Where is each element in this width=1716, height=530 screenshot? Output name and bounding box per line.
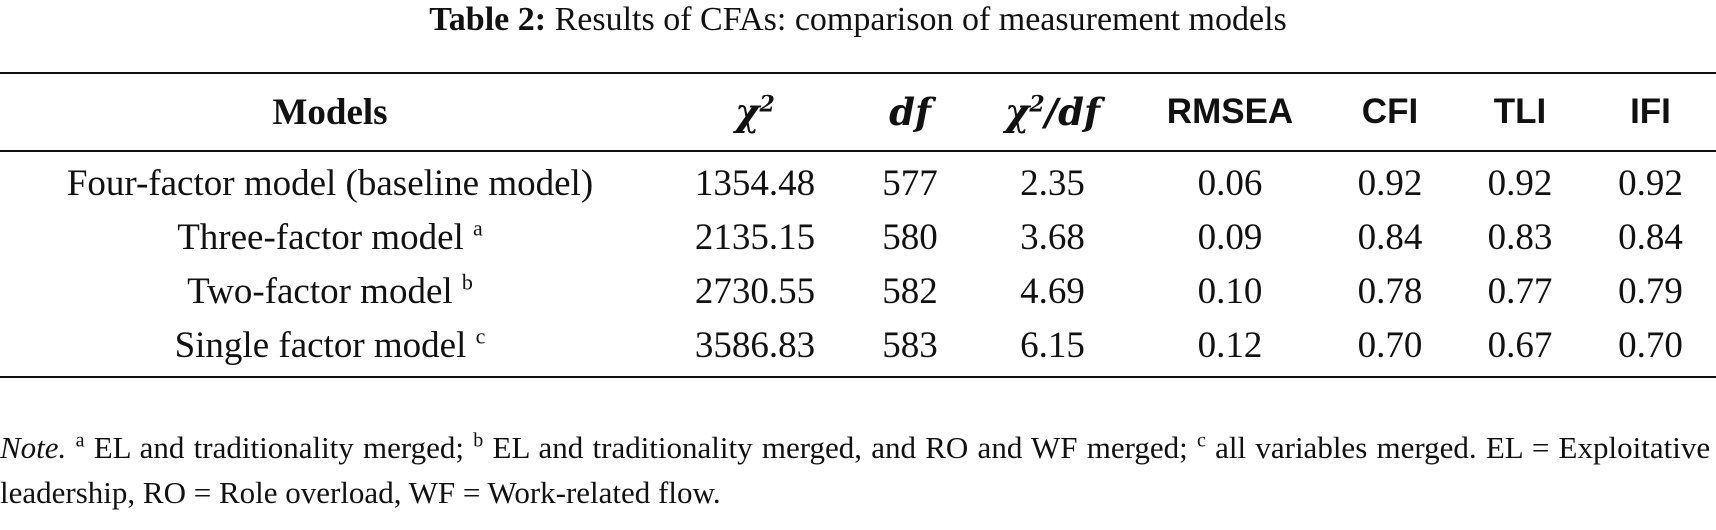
- cell-chi2: 2730.55: [694, 270, 816, 312]
- cell-rmsea: 0.10: [1197, 270, 1263, 312]
- cell-model: Three-factor model a: [0, 210, 660, 264]
- footnote-marker: c: [475, 323, 486, 349]
- model-name: Three-factor model: [177, 216, 464, 258]
- header-chi-square-df: χ2/df: [970, 73, 1135, 151]
- table-row: Four-factor model (baseline model) 1354.…: [0, 151, 1716, 210]
- cell-tli: 0.77: [1487, 270, 1553, 312]
- cell-chi2: 1354.48: [694, 162, 816, 204]
- cell-cfi: 0.70: [1357, 324, 1423, 366]
- model-name: Four-factor model (baseline model): [66, 162, 594, 204]
- cell-cfi: 0.92: [1357, 162, 1423, 204]
- cell-tli: 0.92: [1487, 162, 1553, 204]
- header-chi-square-exp: 2: [759, 91, 775, 118]
- cell-chi2-df: 2.35: [1020, 162, 1085, 204]
- cell-chi2-df: 6.15: [1020, 324, 1085, 366]
- note-marker-a: a: [75, 429, 85, 452]
- cell-tli: 0.67: [1487, 324, 1553, 366]
- cell-cfi: 0.78: [1357, 270, 1423, 312]
- cell-rmsea: 0.06: [1197, 162, 1263, 204]
- header-rmsea: RMSEA: [1166, 92, 1294, 131]
- results-table: Models χ2 df χ2/df RMSEA CFI TLI IFI Fou…: [0, 72, 1716, 378]
- model-name: Single factor model: [174, 324, 467, 366]
- cell-rmsea: 0.09: [1197, 216, 1263, 258]
- table-row: Three-factor model a 2135.15 580 3.68 0.…: [0, 210, 1716, 264]
- note-label: Note.: [0, 430, 67, 465]
- footnote-marker: b: [461, 269, 473, 295]
- cell-chi2-df: 3.68: [1020, 216, 1085, 258]
- header-models: Models: [272, 91, 388, 133]
- cell-chi2-df: 4.69: [1020, 270, 1085, 312]
- caption-title: Results of CFAs: comparison of measureme…: [554, 1, 1287, 38]
- note-text-a: EL and traditionality merged;: [93, 430, 465, 465]
- note-marker-c: c: [1197, 429, 1206, 452]
- model-name: Two-factor model: [187, 270, 453, 312]
- header-chi-df-rest: /df: [1044, 90, 1100, 134]
- table-row: Single factor model c 3586.83 583 6.15 0…: [0, 318, 1716, 377]
- footnote-marker: a: [473, 215, 483, 241]
- header-chi-square-base: χ: [735, 90, 760, 134]
- table-body: Four-factor model (baseline model) 1354.…: [0, 151, 1716, 377]
- cell-cfi: 0.84: [1357, 216, 1423, 258]
- header-ifi: IFI: [1630, 92, 1671, 131]
- header-row: Models χ2 df χ2/df RMSEA CFI TLI IFI: [0, 73, 1716, 151]
- cell-df: 580: [882, 216, 938, 258]
- header-chi-square: χ2: [660, 73, 850, 151]
- note-text-c: all variables merged. EL = Exploitative …: [0, 430, 1711, 510]
- caption-label: Table 2:: [429, 1, 547, 38]
- cell-ifi: 0.84: [1618, 216, 1683, 258]
- note-marker-b: b: [473, 429, 484, 452]
- cell-chi2: 3586.83: [694, 324, 816, 366]
- cell-df: 577: [882, 162, 938, 204]
- table-caption: Table 2: Results of CFAs: comparison of …: [0, 0, 1716, 40]
- table-row: Two-factor model b 2730.55 582 4.69 0.10…: [0, 264, 1716, 318]
- cell-rmsea: 0.12: [1197, 324, 1263, 366]
- header-tli: TLI: [1493, 92, 1547, 131]
- cell-model: Two-factor model b: [0, 264, 660, 318]
- cell-model: Single factor model c: [0, 318, 660, 377]
- header-chi-df-exp: 2: [1029, 91, 1045, 118]
- cell-tli: 0.83: [1487, 216, 1553, 258]
- cell-df: 583: [882, 324, 938, 366]
- table-header: Models χ2 df χ2/df RMSEA CFI TLI IFI: [0, 73, 1716, 151]
- cell-ifi: 0.92: [1618, 162, 1683, 204]
- header-cfi: CFI: [1361, 92, 1419, 131]
- note-text-b: EL and traditionality merged, and RO and…: [492, 430, 1188, 465]
- table-note: Note. a EL and traditionality merged; b …: [0, 425, 1710, 515]
- cell-model: Four-factor model (baseline model): [0, 151, 660, 210]
- cell-ifi: 0.70: [1618, 324, 1683, 366]
- header-chi-df-base: χ: [1005, 90, 1030, 134]
- cell-ifi: 0.79: [1618, 270, 1683, 312]
- header-df: df: [889, 90, 931, 134]
- cell-chi2: 2135.15: [694, 216, 816, 258]
- cell-df: 582: [882, 270, 938, 312]
